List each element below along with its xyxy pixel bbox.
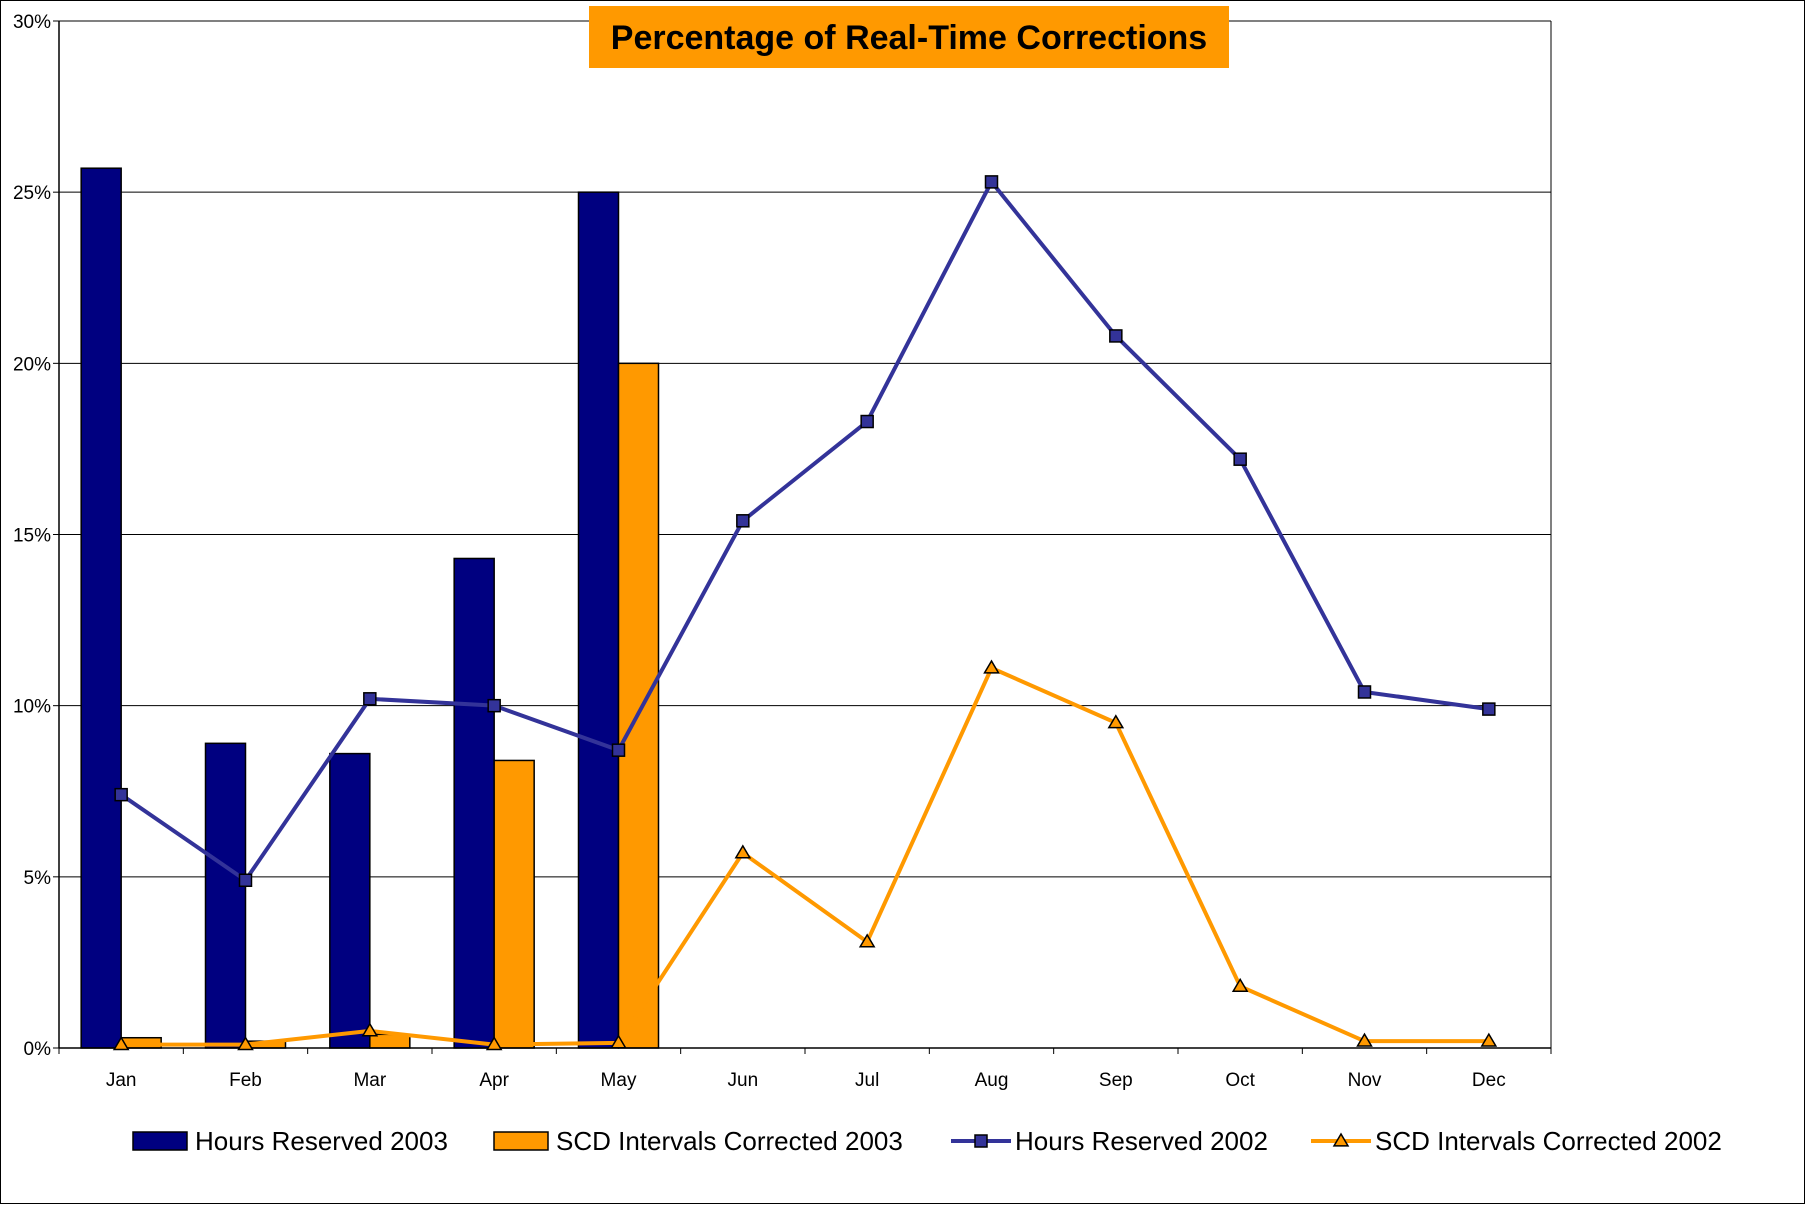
data-point — [114, 787, 128, 802]
y-tick-label: 15% — [13, 526, 51, 547]
x-tick-label: Sep — [1099, 1070, 1133, 1091]
x-tick-label: Jul — [855, 1070, 879, 1091]
x-tick-label: Dec — [1472, 1070, 1506, 1091]
x-tick-label: May — [601, 1070, 637, 1091]
bar — [204, 742, 247, 1049]
x-tick-label: Feb — [229, 1070, 262, 1091]
bars — [80, 167, 660, 1049]
bar — [577, 191, 620, 1049]
legend-swatch — [493, 1131, 549, 1151]
legend-label: Hours Reserved 2002 — [1015, 1126, 1268, 1156]
data-point — [237, 1036, 254, 1051]
legend-label: SCD Intervals Corrected 2003 — [556, 1126, 903, 1156]
legend-label: SCD Intervals Corrected 2002 — [1375, 1126, 1722, 1156]
y-tick-label: 10% — [13, 697, 51, 718]
lines — [112, 175, 1498, 1051]
x-tick-label: Nov — [1348, 1070, 1382, 1091]
data-point — [485, 1036, 503, 1051]
legend-label: Hours Reserved 2003 — [195, 1126, 448, 1156]
legend-swatch — [132, 1131, 188, 1151]
x-tick-label: Jun — [728, 1070, 759, 1091]
legend-marker — [974, 1134, 988, 1148]
data-point — [1107, 714, 1125, 729]
x-tick-label: Oct — [1225, 1070, 1255, 1091]
x-tick-label: Mar — [353, 1070, 386, 1091]
data-point — [860, 414, 874, 429]
data-point — [487, 698, 501, 713]
data-point — [611, 743, 626, 757]
data-point — [1482, 702, 1496, 716]
data-point — [1233, 452, 1247, 466]
data-point — [984, 175, 999, 189]
data-point — [1109, 329, 1123, 343]
chart-title-text: Percentage of Real-Time Corrections — [611, 19, 1207, 57]
bar — [329, 752, 371, 1049]
y-tick-label: 5% — [24, 868, 52, 889]
legend: Hours Reserved 2003 SCD Intervals Correct… — [132, 1126, 1722, 1156]
data-point — [361, 1022, 379, 1037]
data-point — [238, 873, 253, 888]
legend-marker — [1332, 1132, 1350, 1147]
data-point — [736, 514, 750, 528]
data-point — [734, 844, 752, 859]
x-tick-label: Aug — [975, 1070, 1009, 1091]
data-point — [1356, 1032, 1373, 1047]
axes: 0% 5% 10% 15% 20% 25% 30% Jan Feb Mar Apr May Jun Jul… — [13, 12, 1552, 1091]
data-point — [610, 1034, 627, 1049]
series-line — [120, 178, 1490, 884]
bar — [617, 362, 660, 1049]
y-tick-label: 20% — [13, 354, 51, 375]
series-line — [121, 665, 1489, 1047]
y-tick-label: 25% — [13, 183, 51, 204]
y-tick-label: 30% — [13, 12, 51, 33]
bar — [80, 167, 122, 1049]
data-point — [112, 1036, 130, 1051]
data-point — [1357, 685, 1372, 699]
chart-title-box — [589, 6, 1229, 68]
data-point — [363, 692, 377, 706]
y-tick-label: 0% — [24, 1039, 52, 1060]
data-point — [858, 933, 876, 948]
grid-lines — [59, 20, 1551, 1049]
data-point — [983, 659, 1000, 674]
x-tick-label: Apr — [479, 1070, 509, 1091]
chart-title: Percentage of Real-Time Corrections — [589, 6, 1229, 68]
data-point — [1480, 1032, 1498, 1047]
bar — [493, 759, 535, 1049]
data-point — [1231, 977, 1249, 993]
x-tick-label: Jan — [106, 1070, 137, 1091]
bar — [453, 557, 495, 1049]
